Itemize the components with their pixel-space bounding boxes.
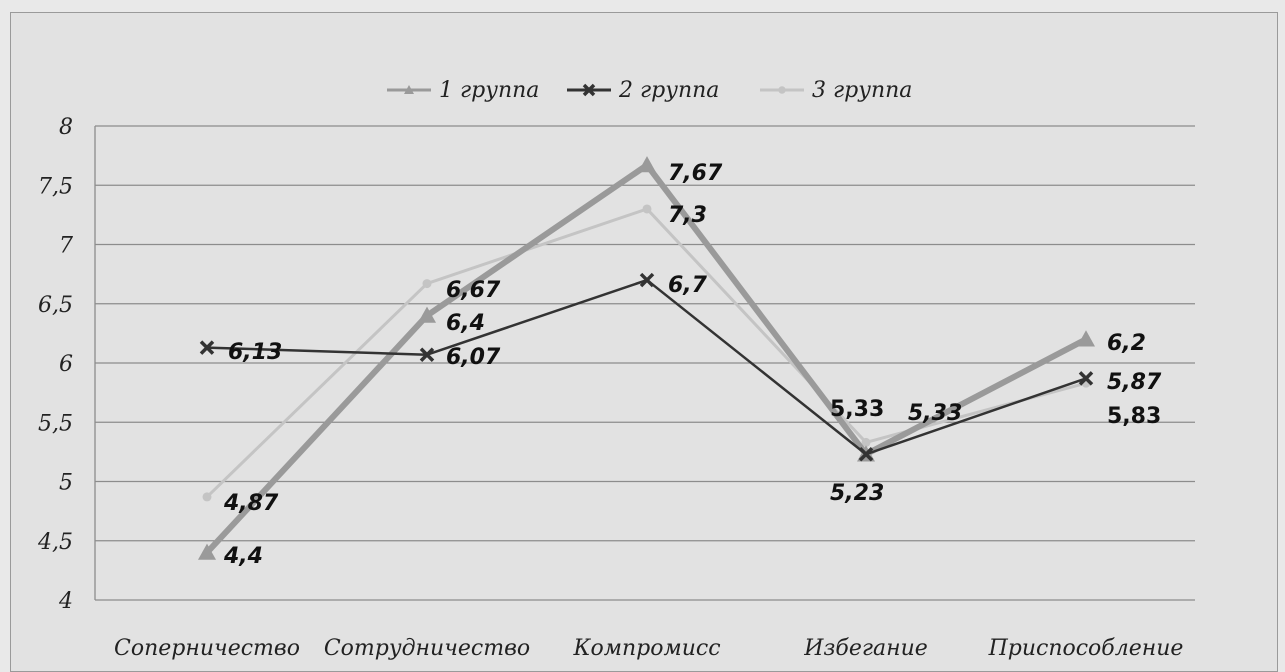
data-label: 5,33	[830, 397, 884, 422]
data-label: 6,67	[446, 278, 501, 303]
data-label: 6,13	[228, 340, 282, 365]
y-tick-label: 4,5	[37, 530, 73, 555]
x-tick-label: Приспособление	[988, 636, 1184, 661]
circle-marker	[861, 437, 871, 447]
data-label: 7,67	[668, 161, 723, 186]
x-tick-label: Сотрудничество	[324, 636, 530, 661]
x-marker	[582, 83, 596, 97]
data-label: 5,87	[1107, 370, 1162, 395]
circle-marker	[778, 86, 786, 94]
y-tick-label: 5	[59, 471, 73, 496]
legend-label: 2 группа	[618, 78, 719, 103]
legend-label: 3 группа	[812, 78, 912, 103]
legend-label: 1 группа	[439, 78, 539, 103]
x-tick-label: Компромисс	[572, 636, 720, 661]
circle-marker	[642, 204, 652, 214]
data-label: 6,2	[1107, 331, 1146, 356]
triangle-marker	[404, 85, 414, 94]
data-label: 6,07	[446, 345, 501, 370]
circle-marker	[422, 279, 432, 289]
circle-marker	[202, 492, 212, 502]
y-tick-label: 7,5	[38, 174, 73, 199]
x-tick-label: Избегание	[803, 636, 928, 661]
y-tick-label: 6,5	[38, 293, 73, 318]
chart-frame	[10, 12, 1278, 672]
data-label: 5,33	[908, 401, 962, 426]
data-label: 5,83	[1107, 404, 1161, 429]
data-label: 4,4	[223, 544, 263, 569]
y-tick-label: 4	[58, 589, 73, 614]
x-marker	[639, 272, 655, 288]
data-label: 6,7	[668, 273, 708, 298]
data-label: 7,3	[668, 203, 707, 228]
triangle-marker	[198, 543, 216, 560]
y-tick-label: 7	[59, 234, 73, 259]
x-tick-label: Соперничество	[114, 636, 300, 661]
triangle-marker	[1077, 330, 1095, 347]
y-tick-label: 5,5	[38, 411, 73, 436]
x-marker	[858, 447, 874, 462]
data-label: 6,4	[446, 311, 485, 336]
data-label: 4,87	[223, 491, 279, 516]
x-marker	[199, 340, 215, 355]
series-line	[204, 162, 1088, 555]
x-marker	[419, 347, 435, 362]
x-marker	[1078, 371, 1094, 386]
data-label: 5,23	[830, 481, 884, 506]
triangle-marker	[638, 156, 656, 173]
triangle-marker	[418, 306, 436, 323]
y-tick-label: 8	[59, 115, 73, 140]
y-tick-label: 6	[59, 352, 73, 377]
